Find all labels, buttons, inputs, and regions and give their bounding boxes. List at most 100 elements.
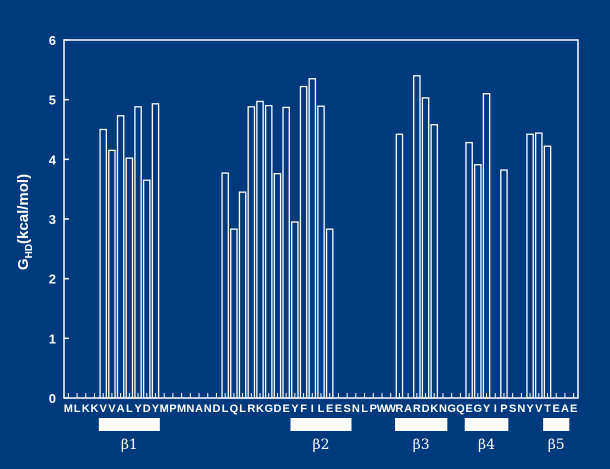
bar-24-G [264,104,273,399]
residue-label: A [404,403,412,415]
bar-26-E [282,106,290,399]
bar-25-D [273,173,282,399]
residue-label: E [326,403,333,415]
bar-7-A [116,115,125,399]
residue-label: G [474,403,483,415]
bar-56-T [543,145,552,399]
bar-29-I [308,78,317,399]
y-axis-label-sub: HD [24,244,35,258]
residue-label: S [343,403,350,415]
residue-label: P [500,403,507,415]
bar-19-L [221,172,229,399]
residue-label: K [430,403,438,415]
residue-label: A [195,403,203,415]
residue-label: Y [526,403,534,415]
residue-label: N [186,403,194,415]
residue-label: F [300,403,307,415]
bar-20-Q [230,228,238,399]
residue-label: N [439,403,447,415]
y-axis-label: GHD(kcal/mol) [15,174,35,270]
bar-27-Y [291,221,299,399]
bar-31-E [325,228,334,399]
residue-label: D [212,403,220,415]
strand-bar [395,418,448,431]
residue-label: E [553,403,560,415]
y-tick-label: 2 [49,272,56,287]
bar-30-L [317,105,325,399]
residue-label: V [108,403,116,415]
bar-21-L [238,191,247,399]
bar-23-K [256,100,264,399]
residue-label: G [264,403,273,415]
residue-label: V [535,403,543,415]
bar-5-V [99,128,107,399]
residue-label: N [204,403,212,415]
bar-11-Y [151,103,160,399]
bar-8-L [125,157,134,399]
strand-label: β3 [413,437,430,453]
residue-label: Y [291,403,299,415]
residue-label: N [517,403,525,415]
residue-label: Y [134,403,142,415]
y-axis-label-unit: (kcal/mol) [15,174,32,244]
bar-39-R [395,133,404,399]
residue-label: R [413,403,421,415]
bar-41-R [413,75,421,399]
residue-label: Y [483,403,491,415]
residue-label: M [160,403,169,415]
residue-label: K [91,403,99,415]
residue-label: T [544,403,551,415]
bar-48-G [474,164,482,399]
strand-bar [98,418,160,431]
strand-label: β5 [548,437,565,453]
strand-bar [543,418,570,431]
residue-label: M [177,403,186,415]
strand-label: β1 [121,437,138,453]
residue-label: S [509,403,516,415]
residue-label: I [494,403,497,415]
residue-label: L [318,403,325,415]
y-tick-label: 6 [49,33,56,48]
y-tick-label: 0 [49,391,56,406]
bar-9-Y [134,106,142,399]
residue-label: Y [152,403,160,415]
bar-6-V [108,149,116,399]
y-tick-label: 3 [49,212,56,227]
residue-label: R [395,403,403,415]
residue-label: L [222,403,229,415]
y-tick-label: 4 [49,152,57,167]
residue-label: K [82,403,90,415]
residue-label: P [169,403,176,415]
residue-label: A [561,403,569,415]
residue-label: P [370,403,377,415]
strand-label: β2 [312,437,329,453]
residue-label: E [282,403,289,415]
bar-47-E [465,141,473,399]
residue-label: R [247,403,255,415]
residue-label: W [385,403,396,415]
residue-label: K [256,403,264,415]
bar-43-K [430,124,439,399]
bar-54-Y [526,133,534,399]
y-tick-label: 5 [49,93,56,108]
residue-label: Q [230,403,239,415]
residue-label: E [465,403,472,415]
residue-label: N [352,403,360,415]
residue-label: Q [456,403,465,415]
residue-label: L [239,403,246,415]
residue-label: L [74,403,81,415]
residue-label: D [422,403,430,415]
bar-22-R [247,106,256,399]
residue-label: I [311,403,314,415]
residue-label: D [143,403,151,415]
residue-label: L [361,403,368,415]
y-tick-label: 1 [49,331,56,346]
residue-label: D [273,403,281,415]
strand-label: β4 [478,437,495,453]
bar-42-D [421,97,430,399]
bar-51-P [500,169,508,399]
residue-label: L [126,403,133,415]
svg-text:GHD(kcal/mol): GHD(kcal/mol) [15,174,35,270]
